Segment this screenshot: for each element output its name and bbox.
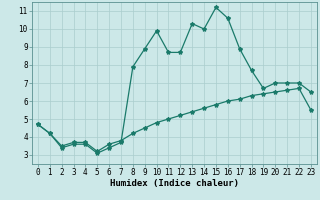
X-axis label: Humidex (Indice chaleur): Humidex (Indice chaleur) bbox=[110, 179, 239, 188]
